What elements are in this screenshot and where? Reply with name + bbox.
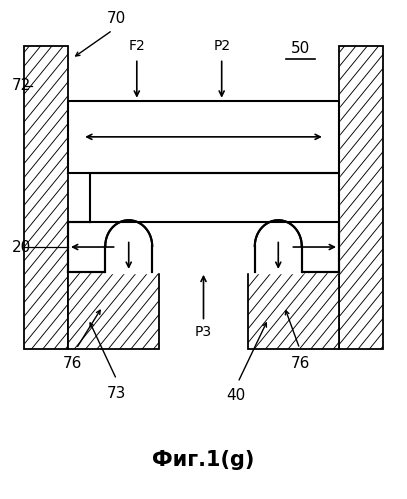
Text: 40: 40	[226, 388, 245, 404]
Text: 73: 73	[107, 386, 126, 401]
Text: 20: 20	[11, 240, 31, 254]
Text: F2: F2	[129, 39, 145, 53]
Polygon shape	[24, 46, 68, 349]
Text: 76: 76	[62, 356, 82, 371]
Text: Фиг.1(g): Фиг.1(g)	[152, 450, 255, 471]
Text: 72: 72	[11, 78, 31, 93]
Text: 70: 70	[107, 11, 126, 26]
Polygon shape	[255, 220, 302, 272]
Polygon shape	[68, 222, 339, 272]
Polygon shape	[68, 101, 339, 173]
Text: 50: 50	[291, 41, 310, 56]
Text: A2: A2	[195, 130, 212, 144]
Polygon shape	[248, 272, 339, 349]
Text: 76: 76	[291, 356, 310, 371]
Text: A3': A3'	[206, 248, 228, 261]
Polygon shape	[339, 46, 383, 349]
Text: F3: F3	[141, 252, 158, 266]
Polygon shape	[90, 173, 339, 222]
Text: P3: P3	[195, 325, 212, 339]
Polygon shape	[105, 220, 152, 272]
Text: P2: P2	[213, 39, 230, 53]
Polygon shape	[68, 272, 159, 349]
